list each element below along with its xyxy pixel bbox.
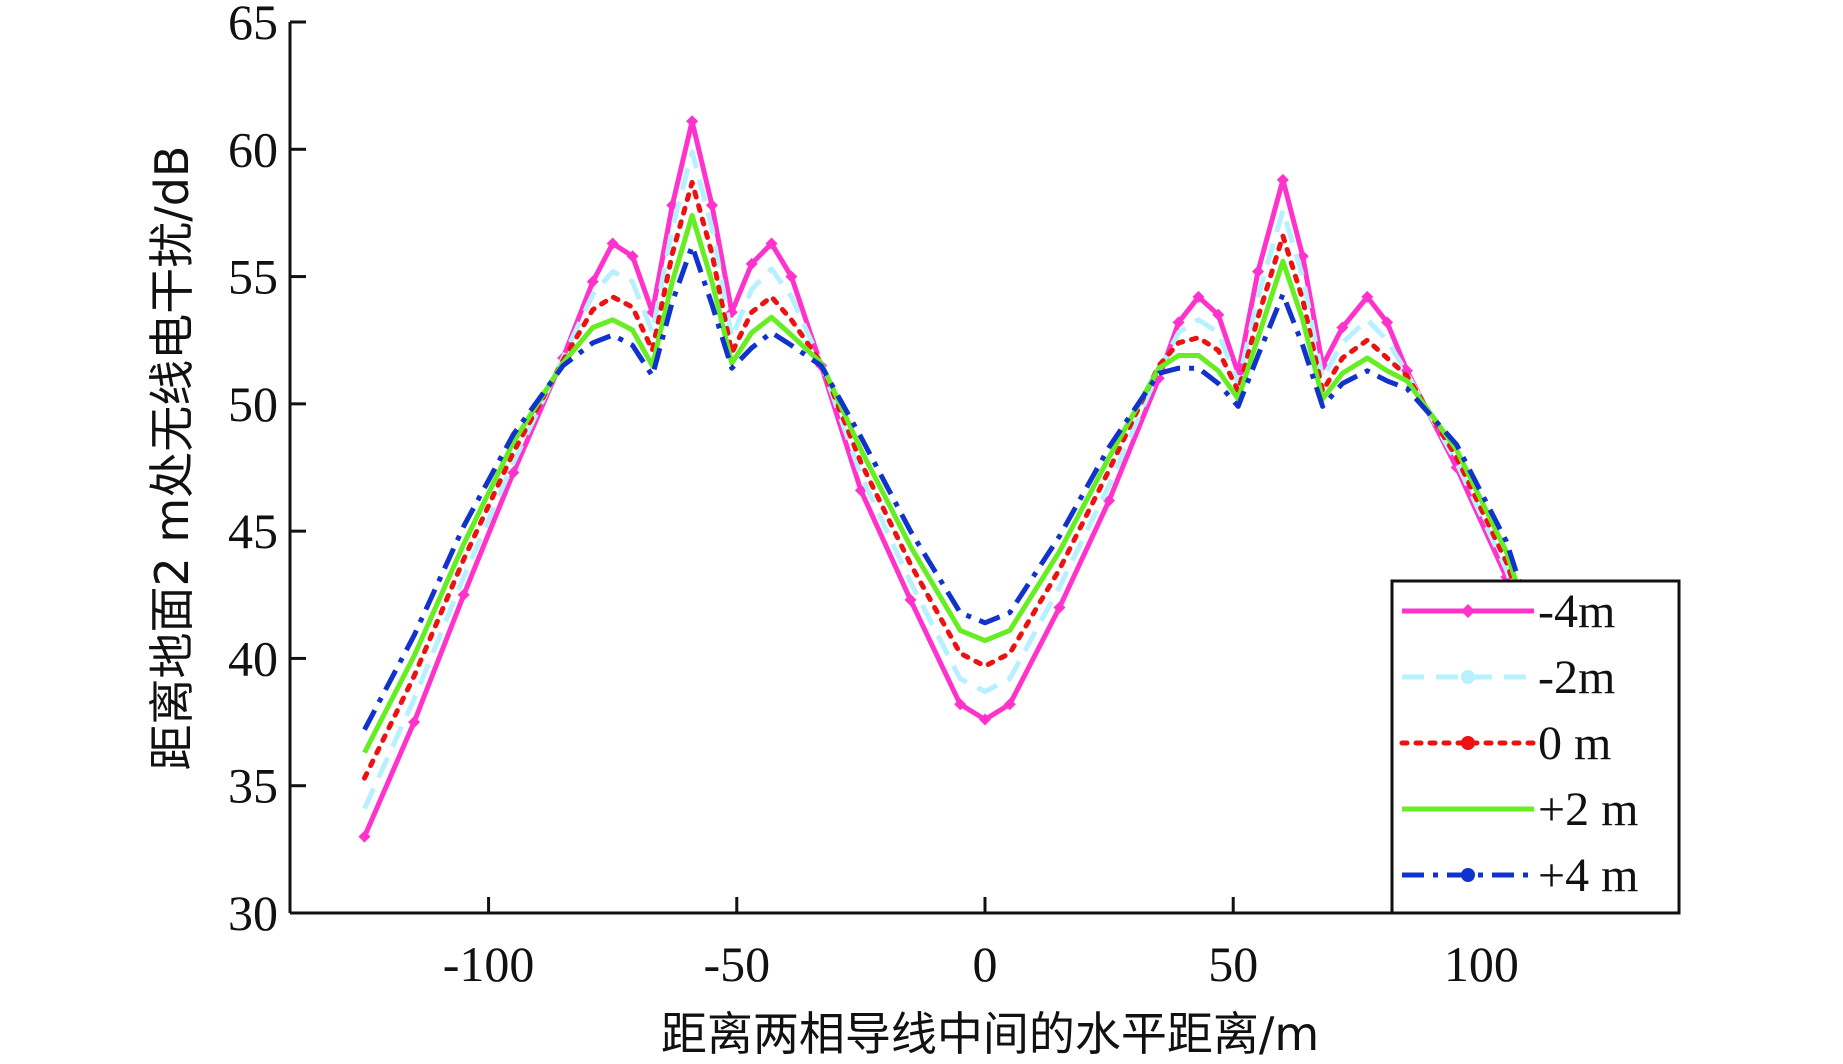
legend-marker — [1461, 868, 1475, 882]
x-tick-label: 0 — [973, 936, 998, 992]
series-line — [362, 243, 1524, 731]
legend-entry: -4m — [1402, 585, 1615, 638]
data-point — [686, 115, 699, 128]
series-line — [362, 118, 1524, 838]
data-point — [1361, 290, 1374, 303]
data-point — [358, 830, 371, 843]
data-point — [457, 588, 470, 601]
data-point — [1192, 290, 1205, 303]
series-2 — [362, 149, 1524, 810]
data-point — [1336, 321, 1349, 334]
legend-label: -2m — [1538, 651, 1615, 704]
data-point — [1252, 265, 1265, 278]
series-4 — [362, 213, 1524, 754]
x-tick-label: 50 — [1208, 936, 1258, 992]
data-point — [745, 257, 758, 270]
series-1 — [358, 115, 1528, 843]
legend-label: 0 m — [1538, 717, 1611, 770]
data-point — [1172, 316, 1185, 329]
series-line — [362, 213, 1524, 754]
data-point — [954, 698, 967, 711]
data-point — [507, 466, 520, 479]
y-tick-label: 65 — [228, 0, 278, 50]
x-tick-label: -100 — [443, 936, 535, 992]
data-point — [1053, 601, 1066, 614]
legend-entry: +4 m — [1402, 849, 1638, 902]
legend-marker — [1461, 670, 1475, 684]
legend-marker — [1461, 604, 1475, 618]
y-tick-label: 30 — [228, 885, 278, 941]
y-axis-title: 距离地面2 m处无线电干扰/dB — [145, 146, 199, 771]
data-point — [408, 716, 421, 729]
data-point — [1381, 316, 1394, 329]
y-tick-label: 55 — [228, 249, 278, 305]
data-point — [1003, 698, 1016, 711]
data-point — [1276, 173, 1289, 186]
data-point — [979, 713, 991, 726]
legend-entry: -2m — [1402, 651, 1615, 704]
legend-label: +2 m — [1538, 783, 1638, 836]
legend-marker — [1461, 736, 1475, 750]
y-tick-label: 60 — [228, 121, 278, 177]
data-point — [1103, 494, 1116, 507]
series-line — [362, 179, 1524, 781]
legend: -4m -2m 0 m +2 m +4 m — [1390, 579, 1681, 915]
data-point — [904, 593, 917, 606]
y-tick-label: 35 — [228, 758, 278, 814]
x-tick-label: 100 — [1444, 936, 1519, 992]
legend-box — [1390, 579, 1681, 915]
series-line — [362, 149, 1524, 810]
data-point — [765, 237, 778, 250]
data-point — [586, 275, 599, 288]
data-point — [785, 270, 798, 283]
x-tick-label: -50 — [703, 936, 770, 992]
data-point — [606, 237, 619, 250]
y-tick-label: 50 — [228, 376, 278, 432]
series-5 — [362, 243, 1524, 731]
x-axis-title: 距离两相导线中间的水平距离/m — [661, 1007, 1319, 1061]
legend-entry: 0 m — [1399, 717, 1611, 770]
data-point — [626, 250, 639, 263]
y-tick-label: 40 — [228, 630, 278, 686]
axes: 30 35 40 45 50 55 60 65 -100 -50 0 50 100 — [228, 0, 1680, 992]
data-point — [705, 199, 718, 212]
legend-entry: +2 m — [1402, 783, 1638, 836]
data-point — [1212, 308, 1225, 321]
legend-label: +4 m — [1538, 849, 1638, 902]
y-tick-label: 45 — [228, 503, 278, 559]
series-layer — [358, 115, 1528, 843]
legend-label: -4m — [1538, 585, 1615, 638]
series-3 — [362, 179, 1524, 781]
